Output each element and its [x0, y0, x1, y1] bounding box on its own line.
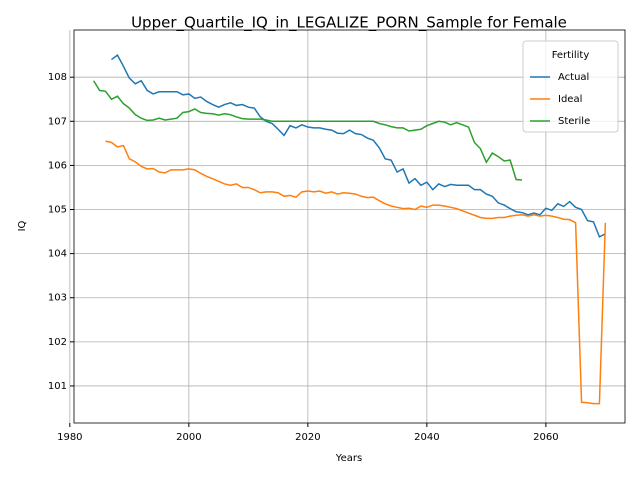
- x-tick-label: 2060: [533, 432, 558, 443]
- line-series: [111, 54, 606, 238]
- y-tick-label: 101: [48, 381, 67, 392]
- y-axis-label: IQ: [17, 220, 28, 231]
- y-tick-label: 108: [48, 72, 67, 83]
- y-tick-label: 104: [48, 249, 67, 260]
- y-tick-label: 102: [48, 337, 67, 348]
- legend-label: Actual: [558, 72, 589, 83]
- legend-label: Ideal: [558, 94, 582, 105]
- legend-box: [522, 40, 619, 133]
- x-tick-label: 2000: [176, 432, 201, 443]
- x-tick-label: 2040: [414, 432, 439, 443]
- y-tick-label: 107: [48, 116, 67, 127]
- x-axis-label: Years: [335, 453, 362, 464]
- chart-title: Upper_Quartile_IQ_in_LEGALIZE_PORN_Sampl…: [131, 14, 567, 33]
- plot-frame: [73, 29, 626, 424]
- x-tick-label: 1980: [57, 432, 82, 443]
- x-tick-label: 2020: [295, 432, 320, 443]
- legend-label: Sterile: [558, 116, 590, 127]
- y-tick-label: 105: [48, 205, 67, 216]
- legend-title: Fertility: [552, 50, 590, 61]
- line-series: [92, 80, 523, 181]
- y-tick-label: 103: [48, 293, 67, 304]
- y-tick-label: 106: [48, 160, 67, 171]
- line-series: [105, 140, 607, 405]
